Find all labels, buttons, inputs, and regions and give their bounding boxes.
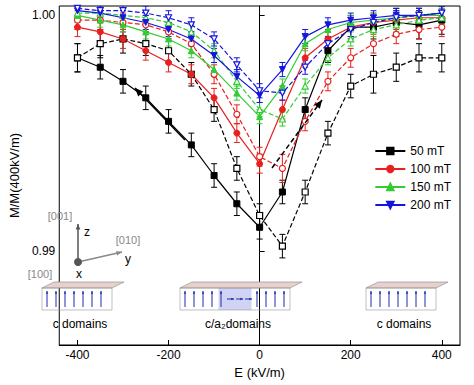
- svg-text:200: 200: [341, 348, 361, 362]
- svg-text:-400: -400: [65, 348, 89, 362]
- svg-text:200 mT: 200 mT: [410, 198, 451, 212]
- svg-text:M/M(400kV/m): M/M(400kV/m): [7, 133, 22, 218]
- svg-text:0.99: 0.99: [32, 244, 56, 258]
- svg-text:c/a₂domains: c/a₂domains: [205, 317, 271, 331]
- svg-text:150 mT: 150 mT: [410, 180, 451, 194]
- svg-text:z: z: [84, 225, 90, 239]
- svg-text:-200: -200: [157, 348, 181, 362]
- svg-text:0: 0: [256, 348, 263, 362]
- svg-text:[001]: [001]: [48, 210, 72, 222]
- svg-text:c domains: c domains: [53, 317, 108, 331]
- svg-text:x: x: [76, 267, 82, 281]
- svg-text:1.00: 1.00: [32, 8, 56, 22]
- svg-text:[010]: [010]: [116, 234, 140, 246]
- svg-text:c domains: c domains: [377, 317, 432, 331]
- svg-text:100 mT: 100 mT: [410, 162, 451, 176]
- svg-text:y: y: [125, 252, 131, 266]
- svg-text:400: 400: [432, 348, 452, 362]
- svg-text:50 mT: 50 mT: [410, 144, 445, 158]
- svg-text:[100]: [100]: [28, 268, 52, 280]
- svg-text:E (kV/m): E (kV/m): [234, 365, 285, 380]
